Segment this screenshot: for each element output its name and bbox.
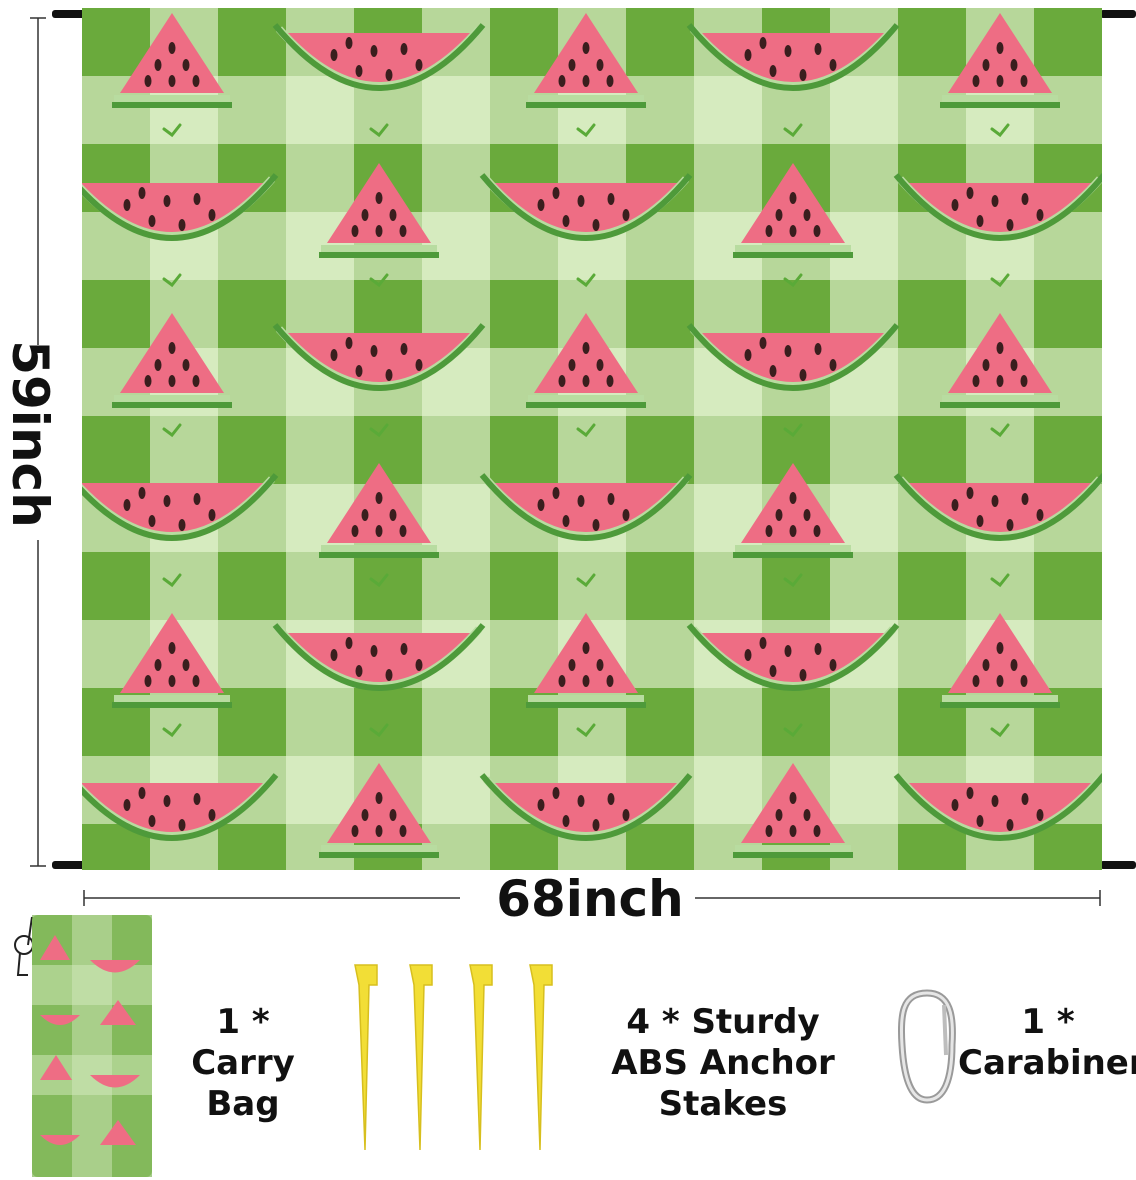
anchor-stakes-qty: 4 * Sturdy xyxy=(626,1002,820,1042)
anchor-stakes-name: ABS Anchor Stakes xyxy=(611,1042,835,1124)
carry-bag-image xyxy=(14,915,152,1177)
carry-bag-qty: 1 * xyxy=(216,1002,270,1042)
stake-icon xyxy=(409,964,433,1151)
stake-icon xyxy=(529,964,553,1151)
carabiner-image xyxy=(897,989,956,1104)
picnic-blanket xyxy=(82,8,1102,870)
stake-icon xyxy=(354,964,378,1151)
carry-bag-caption: 1 * Carry Bag xyxy=(150,1002,336,1124)
anchor-stakes-image xyxy=(354,964,553,1151)
carabiner-qty: 1 * xyxy=(1021,1002,1075,1042)
carabiner-caption: 1 * Carabiner xyxy=(958,1002,1136,1084)
stake-icon xyxy=(469,964,493,1151)
carabiner-name: Carabiner xyxy=(958,1042,1136,1083)
anchor-stakes-caption: 4 * Sturdy ABS Anchor Stakes xyxy=(548,1002,898,1124)
width-dimension-label: 68inch xyxy=(496,870,684,928)
height-dimension-label: 59inch xyxy=(1,340,59,528)
carry-bag-name: Carry Bag xyxy=(191,1042,295,1124)
